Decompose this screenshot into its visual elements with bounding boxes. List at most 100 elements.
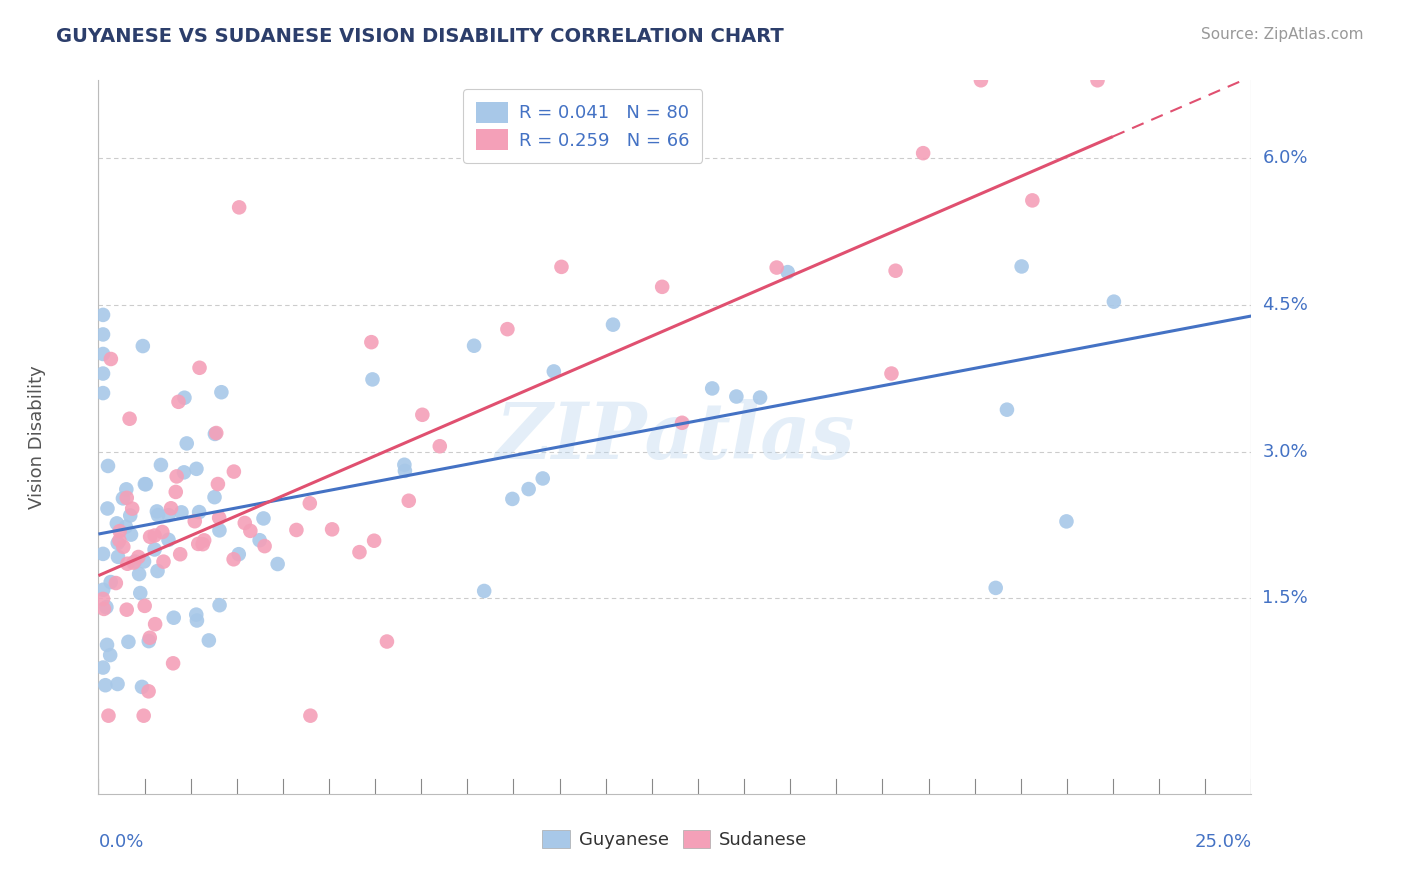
Point bbox=[91, 547, 114, 561]
Point bbox=[100, 575, 122, 590]
Point bbox=[122, 556, 145, 570]
Point bbox=[143, 542, 166, 557]
Point bbox=[671, 416, 693, 430]
Point bbox=[209, 385, 232, 400]
Point bbox=[127, 549, 149, 564]
Point bbox=[394, 464, 416, 478]
Point bbox=[94, 678, 117, 692]
Text: 6.0%: 6.0% bbox=[1263, 150, 1308, 168]
Point bbox=[166, 469, 188, 483]
Point bbox=[98, 648, 121, 662]
Point bbox=[884, 264, 907, 278]
Point bbox=[188, 360, 211, 375]
Point bbox=[138, 684, 160, 698]
Point bbox=[157, 508, 180, 523]
Point bbox=[146, 504, 169, 518]
Point bbox=[96, 600, 118, 615]
Point bbox=[205, 425, 228, 440]
Point bbox=[198, 633, 221, 648]
Text: 3.0%: 3.0% bbox=[1263, 442, 1308, 461]
Point bbox=[118, 411, 141, 425]
Point bbox=[749, 391, 772, 405]
Point bbox=[91, 591, 114, 606]
Point bbox=[97, 708, 120, 723]
Point bbox=[132, 339, 155, 353]
Point bbox=[114, 520, 136, 534]
Point bbox=[152, 555, 174, 569]
Point bbox=[146, 508, 169, 522]
Point bbox=[117, 635, 139, 649]
Text: GUYANESE VS SUDANESE VISION DISABILITY CORRELATION CHART: GUYANESE VS SUDANESE VISION DISABILITY C… bbox=[56, 27, 785, 45]
Point bbox=[120, 527, 142, 541]
Point bbox=[651, 280, 673, 294]
Point bbox=[531, 471, 554, 485]
Point bbox=[186, 462, 208, 476]
Point bbox=[173, 466, 195, 480]
Point bbox=[702, 381, 724, 395]
Point bbox=[139, 530, 162, 544]
Point bbox=[176, 436, 198, 450]
Point bbox=[184, 514, 207, 528]
Point bbox=[204, 426, 226, 441]
Point bbox=[104, 576, 127, 591]
Text: 1.5%: 1.5% bbox=[1263, 590, 1308, 607]
Point bbox=[132, 554, 155, 568]
Point bbox=[912, 146, 935, 161]
Point bbox=[970, 73, 993, 87]
Text: 25.0%: 25.0% bbox=[1194, 833, 1251, 851]
Point bbox=[228, 200, 250, 214]
Point bbox=[169, 547, 191, 561]
Point bbox=[115, 491, 138, 505]
Point bbox=[97, 458, 120, 473]
Point bbox=[93, 602, 115, 616]
Point bbox=[111, 491, 134, 506]
Point bbox=[249, 533, 271, 548]
Point bbox=[208, 510, 231, 524]
Point bbox=[139, 631, 162, 645]
Point bbox=[398, 493, 420, 508]
Point bbox=[134, 599, 156, 613]
Point bbox=[186, 607, 208, 622]
Point bbox=[222, 465, 245, 479]
Point bbox=[472, 584, 495, 599]
Point bbox=[146, 564, 169, 578]
Point bbox=[496, 322, 519, 336]
Point bbox=[124, 554, 146, 568]
Point bbox=[266, 557, 288, 571]
Point bbox=[880, 367, 903, 381]
Point bbox=[165, 484, 187, 499]
Point bbox=[191, 537, 214, 551]
Legend: Guyanese, Sudanese: Guyanese, Sudanese bbox=[536, 822, 814, 856]
Point bbox=[108, 524, 131, 538]
Point bbox=[107, 677, 129, 691]
Point bbox=[115, 602, 138, 616]
Point bbox=[776, 265, 799, 279]
Point bbox=[157, 533, 180, 547]
Point bbox=[204, 490, 226, 504]
Point bbox=[108, 533, 131, 548]
Point bbox=[299, 708, 322, 723]
Point bbox=[91, 660, 114, 674]
Point bbox=[501, 491, 523, 506]
Point bbox=[120, 508, 142, 523]
Point bbox=[361, 372, 384, 386]
Point bbox=[149, 458, 172, 472]
Point bbox=[160, 501, 183, 516]
Text: 0.0%: 0.0% bbox=[98, 833, 143, 851]
Point bbox=[543, 364, 565, 378]
Text: Source: ZipAtlas.com: Source: ZipAtlas.com bbox=[1201, 27, 1364, 42]
Point bbox=[1056, 515, 1078, 529]
Point bbox=[162, 657, 184, 671]
Point bbox=[134, 477, 156, 491]
Point bbox=[363, 533, 385, 548]
Point bbox=[285, 523, 308, 537]
Text: ZIPatlas: ZIPatlas bbox=[495, 399, 855, 475]
Point bbox=[506, 146, 529, 161]
Point bbox=[550, 260, 572, 274]
Point bbox=[188, 505, 211, 519]
Point bbox=[222, 552, 245, 566]
Point bbox=[96, 638, 118, 652]
Point bbox=[115, 483, 138, 497]
Point bbox=[1011, 260, 1033, 274]
Point bbox=[429, 439, 451, 453]
